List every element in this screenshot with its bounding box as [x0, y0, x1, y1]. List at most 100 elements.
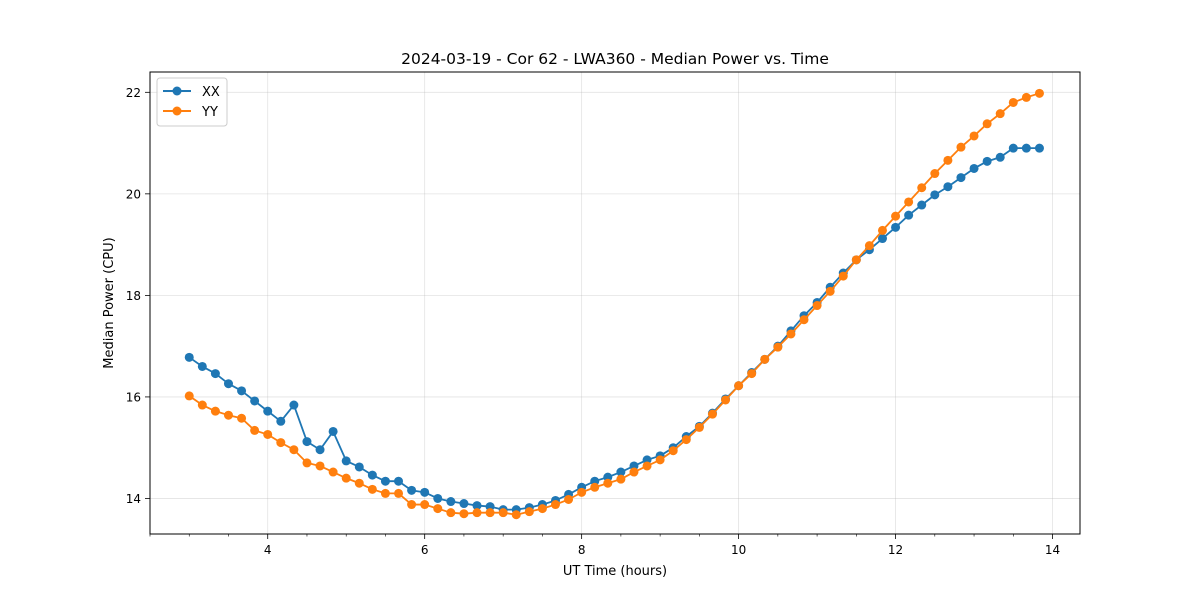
chart-title: 2024-03-19 - Cor 62 - LWA360 - Median Po…	[401, 50, 829, 68]
data-point-yy	[420, 500, 430, 510]
data-point-yy	[550, 500, 560, 510]
data-point-yy	[773, 342, 783, 352]
data-point-yy	[511, 510, 521, 520]
data-point-yy	[237, 413, 247, 423]
data-point-yy	[1034, 88, 1044, 98]
data-point-xx	[367, 470, 377, 480]
y-tick-label: 22	[126, 86, 141, 100]
data-point-yy	[328, 467, 338, 477]
data-point-yy	[930, 169, 940, 179]
data-point-yy	[289, 445, 299, 455]
data-point-xx	[891, 222, 901, 232]
data-point-yy	[917, 183, 927, 193]
data-point-xx	[380, 476, 390, 486]
x-tick-label: 4	[264, 543, 272, 557]
data-point-xx	[302, 437, 312, 447]
data-point-yy	[564, 494, 574, 504]
data-point-yy	[642, 461, 652, 471]
x-tick-label: 14	[1045, 543, 1060, 557]
data-point-xx	[263, 406, 273, 416]
data-point-yy	[603, 478, 613, 488]
data-point-yy	[825, 286, 835, 296]
data-point-xx	[930, 190, 940, 200]
data-point-xx	[420, 487, 430, 497]
data-point-xx	[237, 386, 247, 396]
data-point-xx	[354, 462, 364, 472]
data-point-yy	[354, 478, 364, 488]
data-point-xx	[877, 234, 887, 244]
x-tick-label: 12	[888, 543, 903, 557]
data-point-xx	[943, 182, 953, 192]
data-point-yy	[838, 271, 848, 281]
data-point-yy	[786, 329, 796, 339]
data-point-yy	[498, 508, 508, 518]
data-point-yy	[747, 369, 757, 379]
data-point-yy	[616, 474, 626, 484]
data-point-yy	[472, 508, 482, 518]
data-point-yy	[485, 508, 495, 518]
data-point-yy	[982, 119, 992, 129]
x-axis-label: UT Time (hours)	[563, 564, 667, 579]
data-point-yy	[1021, 92, 1031, 102]
data-point-yy	[315, 461, 325, 471]
data-point-yy	[629, 467, 639, 477]
data-point-xx	[1021, 143, 1031, 153]
data-point-yy	[380, 488, 390, 498]
data-point-xx	[446, 497, 456, 507]
data-point-yy	[851, 255, 861, 265]
data-point-xx	[184, 352, 194, 362]
data-point-yy	[577, 487, 587, 497]
data-point-yy	[812, 301, 822, 311]
data-point-yy	[1008, 97, 1018, 107]
series-layer	[184, 88, 1044, 520]
data-point-yy	[956, 142, 966, 152]
data-point-yy	[891, 211, 901, 221]
data-point-yy	[433, 504, 443, 514]
data-point-yy	[223, 410, 233, 420]
grid-lines	[150, 72, 1080, 534]
y-tick-label: 18	[126, 289, 141, 303]
y-tick-label: 16	[126, 390, 141, 404]
data-point-yy	[446, 508, 456, 518]
data-point-yy	[302, 458, 312, 468]
data-point-yy	[707, 409, 717, 419]
data-point-yy	[250, 425, 260, 435]
data-point-yy	[877, 225, 887, 235]
data-point-xx	[289, 400, 299, 410]
data-point-xx	[459, 499, 469, 509]
data-point-xx	[223, 379, 233, 389]
data-point-yy	[734, 381, 744, 391]
data-point-yy	[263, 429, 273, 439]
data-point-yy	[721, 395, 731, 405]
series-yy	[184, 88, 1044, 520]
x-tick-label: 10	[731, 543, 746, 557]
data-point-xx	[394, 476, 404, 486]
plot-area	[150, 72, 1080, 534]
data-point-yy	[995, 109, 1005, 119]
data-point-yy	[394, 488, 404, 498]
data-point-xx	[917, 200, 927, 210]
data-point-yy	[537, 504, 547, 514]
axis-ticks: 4 6 8 10 12 14 14 16 18 20 22	[126, 86, 1060, 557]
x-tick-label: 6	[421, 543, 429, 557]
data-point-yy	[668, 446, 678, 456]
data-point-yy	[943, 155, 953, 165]
data-point-yy	[341, 473, 351, 483]
data-point-yy	[197, 400, 207, 410]
data-point-yy	[184, 391, 194, 401]
data-point-xx	[472, 501, 482, 511]
data-point-yy	[655, 455, 665, 465]
legend-label-xx: XX	[202, 85, 220, 100]
data-point-xx	[328, 426, 338, 436]
data-point-yy	[969, 131, 979, 141]
data-point-yy	[694, 422, 704, 432]
data-point-yy	[276, 438, 286, 448]
data-point-yy	[590, 482, 600, 492]
data-point-xx	[904, 210, 914, 220]
legend-label-yy: YY	[201, 105, 218, 120]
data-point-yy	[459, 509, 469, 519]
legend-marker-xx	[172, 86, 182, 96]
data-point-xx	[1008, 143, 1018, 153]
data-point-xx	[1034, 143, 1044, 153]
